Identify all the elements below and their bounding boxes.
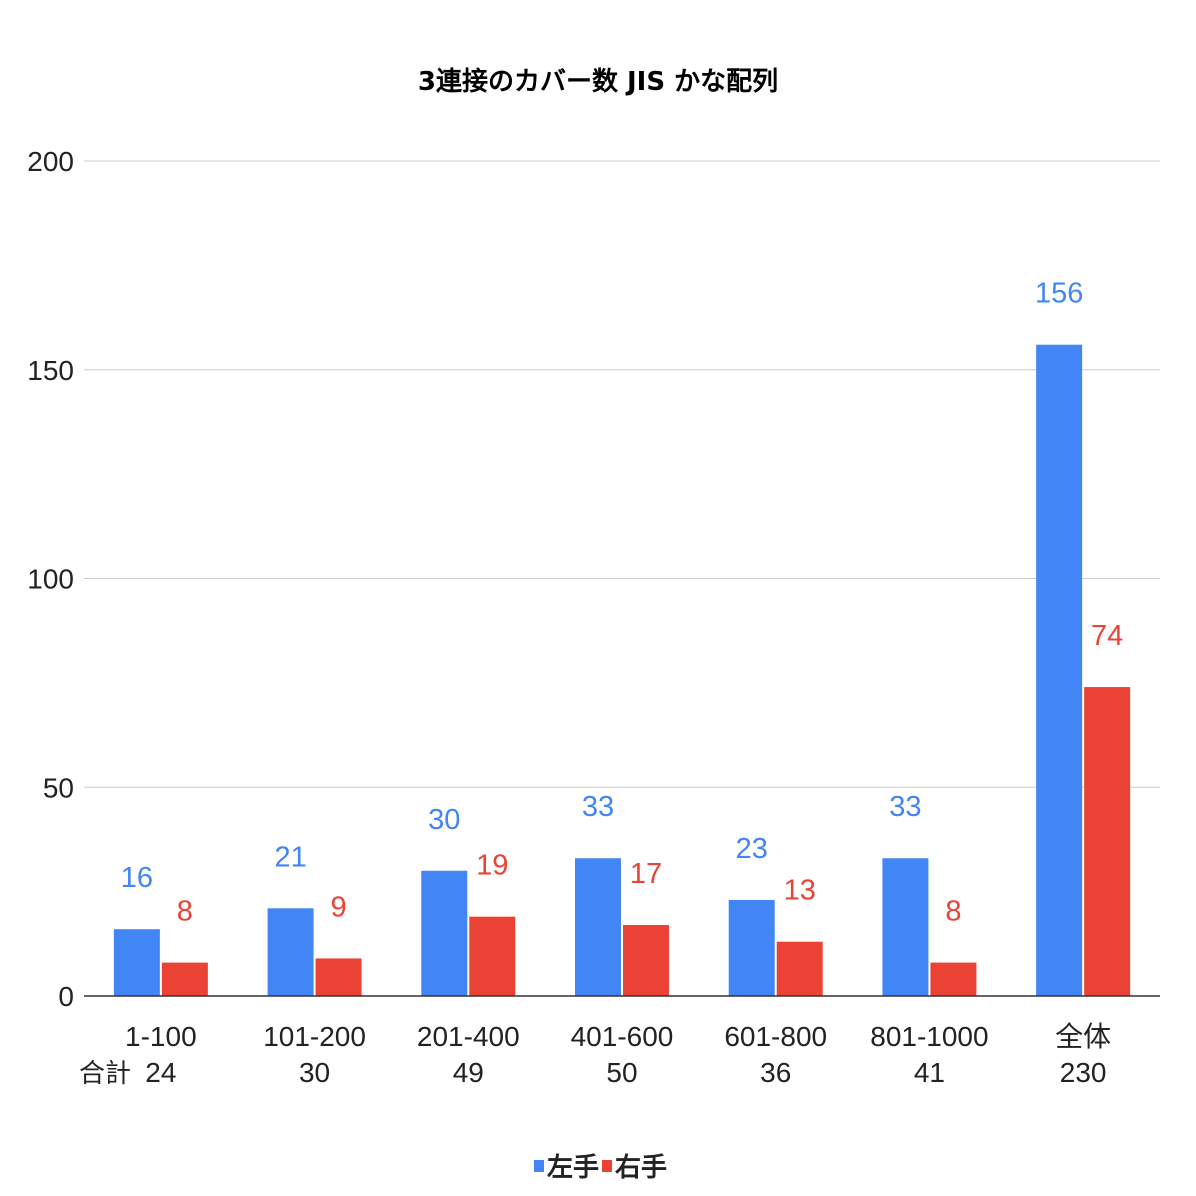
bar-left xyxy=(575,858,621,996)
total-label: 24 xyxy=(145,1057,176,1088)
data-label: 30 xyxy=(428,804,460,836)
data-label: 13 xyxy=(784,875,816,907)
bar-left xyxy=(267,908,314,996)
bar-left xyxy=(882,858,929,996)
x-axis-ticks: 1-100 24 101-200 30 201-400 49 401-600 50 601-80… xyxy=(125,1021,1111,1088)
bar-left xyxy=(113,929,160,996)
x-tick-label: 801-1000 xyxy=(870,1021,988,1052)
total-label: 30 xyxy=(299,1057,330,1088)
bar-left xyxy=(1036,344,1083,996)
data-label: 9 xyxy=(331,891,347,923)
bar-right xyxy=(930,962,977,996)
x-tick-label: 1-100 xyxy=(125,1021,197,1052)
y-tick-label: 150 xyxy=(27,355,74,386)
data-label: 74 xyxy=(1091,620,1123,652)
data-label: 156 xyxy=(1035,278,1083,310)
data-label: 19 xyxy=(476,850,508,882)
y-axis-ticks: 0 50 100 150 200 xyxy=(27,146,74,1012)
legend-swatch xyxy=(534,1160,544,1172)
bar-left xyxy=(421,870,468,996)
total-label: 230 xyxy=(1060,1057,1107,1088)
bar-right xyxy=(1084,687,1131,996)
bar-right xyxy=(161,962,208,996)
legend-label: 右手 xyxy=(615,1153,667,1183)
data-label: 16 xyxy=(121,862,153,894)
bars xyxy=(113,344,1131,996)
bar-left xyxy=(728,899,775,996)
x-tick-label: 601-800 xyxy=(724,1021,827,1052)
data-label: 21 xyxy=(274,841,306,873)
bar-right xyxy=(776,941,823,996)
data-label: 23 xyxy=(736,833,768,865)
totals-row-label: 合計 xyxy=(79,1059,131,1089)
bar-right xyxy=(623,925,669,996)
legend-swatch xyxy=(602,1160,612,1172)
legend: 左手 右手 xyxy=(534,1153,667,1183)
y-tick-label: 100 xyxy=(27,564,74,595)
data-labels: 16 8 21 9 30 19 33 17 23 13 33 8 156 74 xyxy=(121,278,1124,928)
y-tick-label: 200 xyxy=(27,146,74,177)
x-tick-label: 201-400 xyxy=(417,1021,520,1052)
data-label: 33 xyxy=(582,791,614,823)
total-label: 49 xyxy=(453,1057,484,1088)
total-label: 36 xyxy=(760,1057,791,1088)
bar-right xyxy=(469,916,516,996)
y-tick-label: 0 xyxy=(58,981,74,1012)
x-tick-label: 全体 xyxy=(1055,1021,1111,1052)
data-label: 33 xyxy=(889,791,921,823)
x-tick-label: 401-600 xyxy=(571,1021,674,1052)
bar-right xyxy=(315,958,362,996)
total-label: 41 xyxy=(914,1057,945,1088)
legend-label: 左手 xyxy=(547,1153,599,1183)
total-label: 50 xyxy=(606,1057,637,1088)
chart-title: 3連接のカバー数 JIS かな配列 xyxy=(418,67,778,97)
data-label: 8 xyxy=(177,896,193,928)
data-label: 17 xyxy=(630,858,662,890)
x-tick-label: 101-200 xyxy=(263,1021,366,1052)
gridlines xyxy=(84,160,1160,788)
y-tick-label: 50 xyxy=(43,772,74,803)
data-label: 8 xyxy=(945,896,961,928)
